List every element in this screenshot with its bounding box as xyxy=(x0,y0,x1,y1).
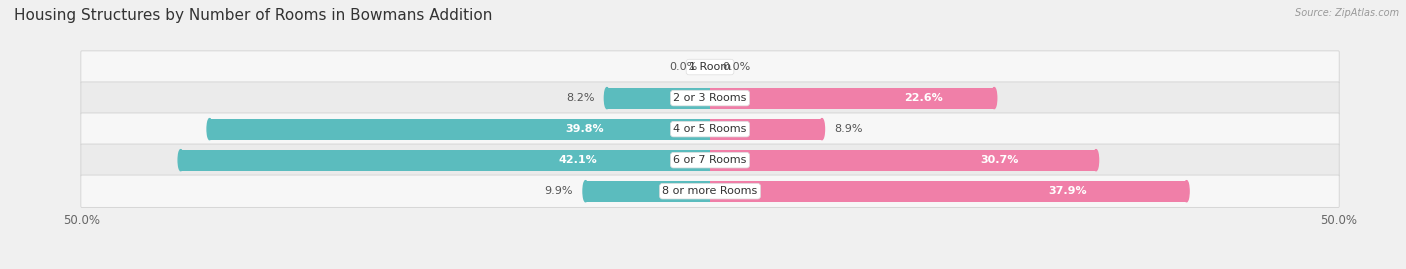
Bar xyxy=(181,150,710,171)
Text: 8 or more Rooms: 8 or more Rooms xyxy=(662,186,758,196)
Bar xyxy=(710,150,1097,171)
Bar xyxy=(710,87,994,109)
Ellipse shape xyxy=(179,150,183,171)
Text: 9.9%: 9.9% xyxy=(544,186,574,196)
Ellipse shape xyxy=(605,87,609,109)
Bar xyxy=(704,62,710,72)
Text: Source: ZipAtlas.com: Source: ZipAtlas.com xyxy=(1295,8,1399,18)
Text: Housing Structures by Number of Rooms in Bowmans Addition: Housing Structures by Number of Rooms in… xyxy=(14,8,492,23)
Text: 6 or 7 Rooms: 6 or 7 Rooms xyxy=(673,155,747,165)
Bar xyxy=(710,119,823,140)
Text: 2 or 3 Rooms: 2 or 3 Rooms xyxy=(673,93,747,103)
Ellipse shape xyxy=(820,119,824,140)
Bar xyxy=(585,181,710,202)
Text: 39.8%: 39.8% xyxy=(565,124,605,134)
Text: 30.7%: 30.7% xyxy=(980,155,1019,165)
Ellipse shape xyxy=(583,181,588,202)
Ellipse shape xyxy=(207,119,212,140)
Text: 0.0%: 0.0% xyxy=(669,62,697,72)
FancyBboxPatch shape xyxy=(82,82,1339,114)
FancyBboxPatch shape xyxy=(82,51,1339,83)
Bar xyxy=(710,181,1187,202)
Ellipse shape xyxy=(1094,150,1098,171)
FancyBboxPatch shape xyxy=(82,113,1339,145)
Ellipse shape xyxy=(1184,181,1189,202)
Ellipse shape xyxy=(991,87,997,109)
Text: 4 or 5 Rooms: 4 or 5 Rooms xyxy=(673,124,747,134)
Text: 42.1%: 42.1% xyxy=(558,155,598,165)
Text: 8.2%: 8.2% xyxy=(565,93,595,103)
Text: 0.0%: 0.0% xyxy=(723,62,751,72)
Text: 1 Room: 1 Room xyxy=(689,62,731,72)
Bar xyxy=(607,87,710,109)
FancyBboxPatch shape xyxy=(82,175,1339,207)
FancyBboxPatch shape xyxy=(82,144,1339,176)
Text: 8.9%: 8.9% xyxy=(835,124,863,134)
Legend: Owner-occupied, Renter-occupied: Owner-occupied, Renter-occupied xyxy=(588,266,832,269)
Bar xyxy=(710,62,716,72)
Text: 22.6%: 22.6% xyxy=(904,93,942,103)
Bar xyxy=(209,119,710,140)
Text: 37.9%: 37.9% xyxy=(1047,186,1087,196)
